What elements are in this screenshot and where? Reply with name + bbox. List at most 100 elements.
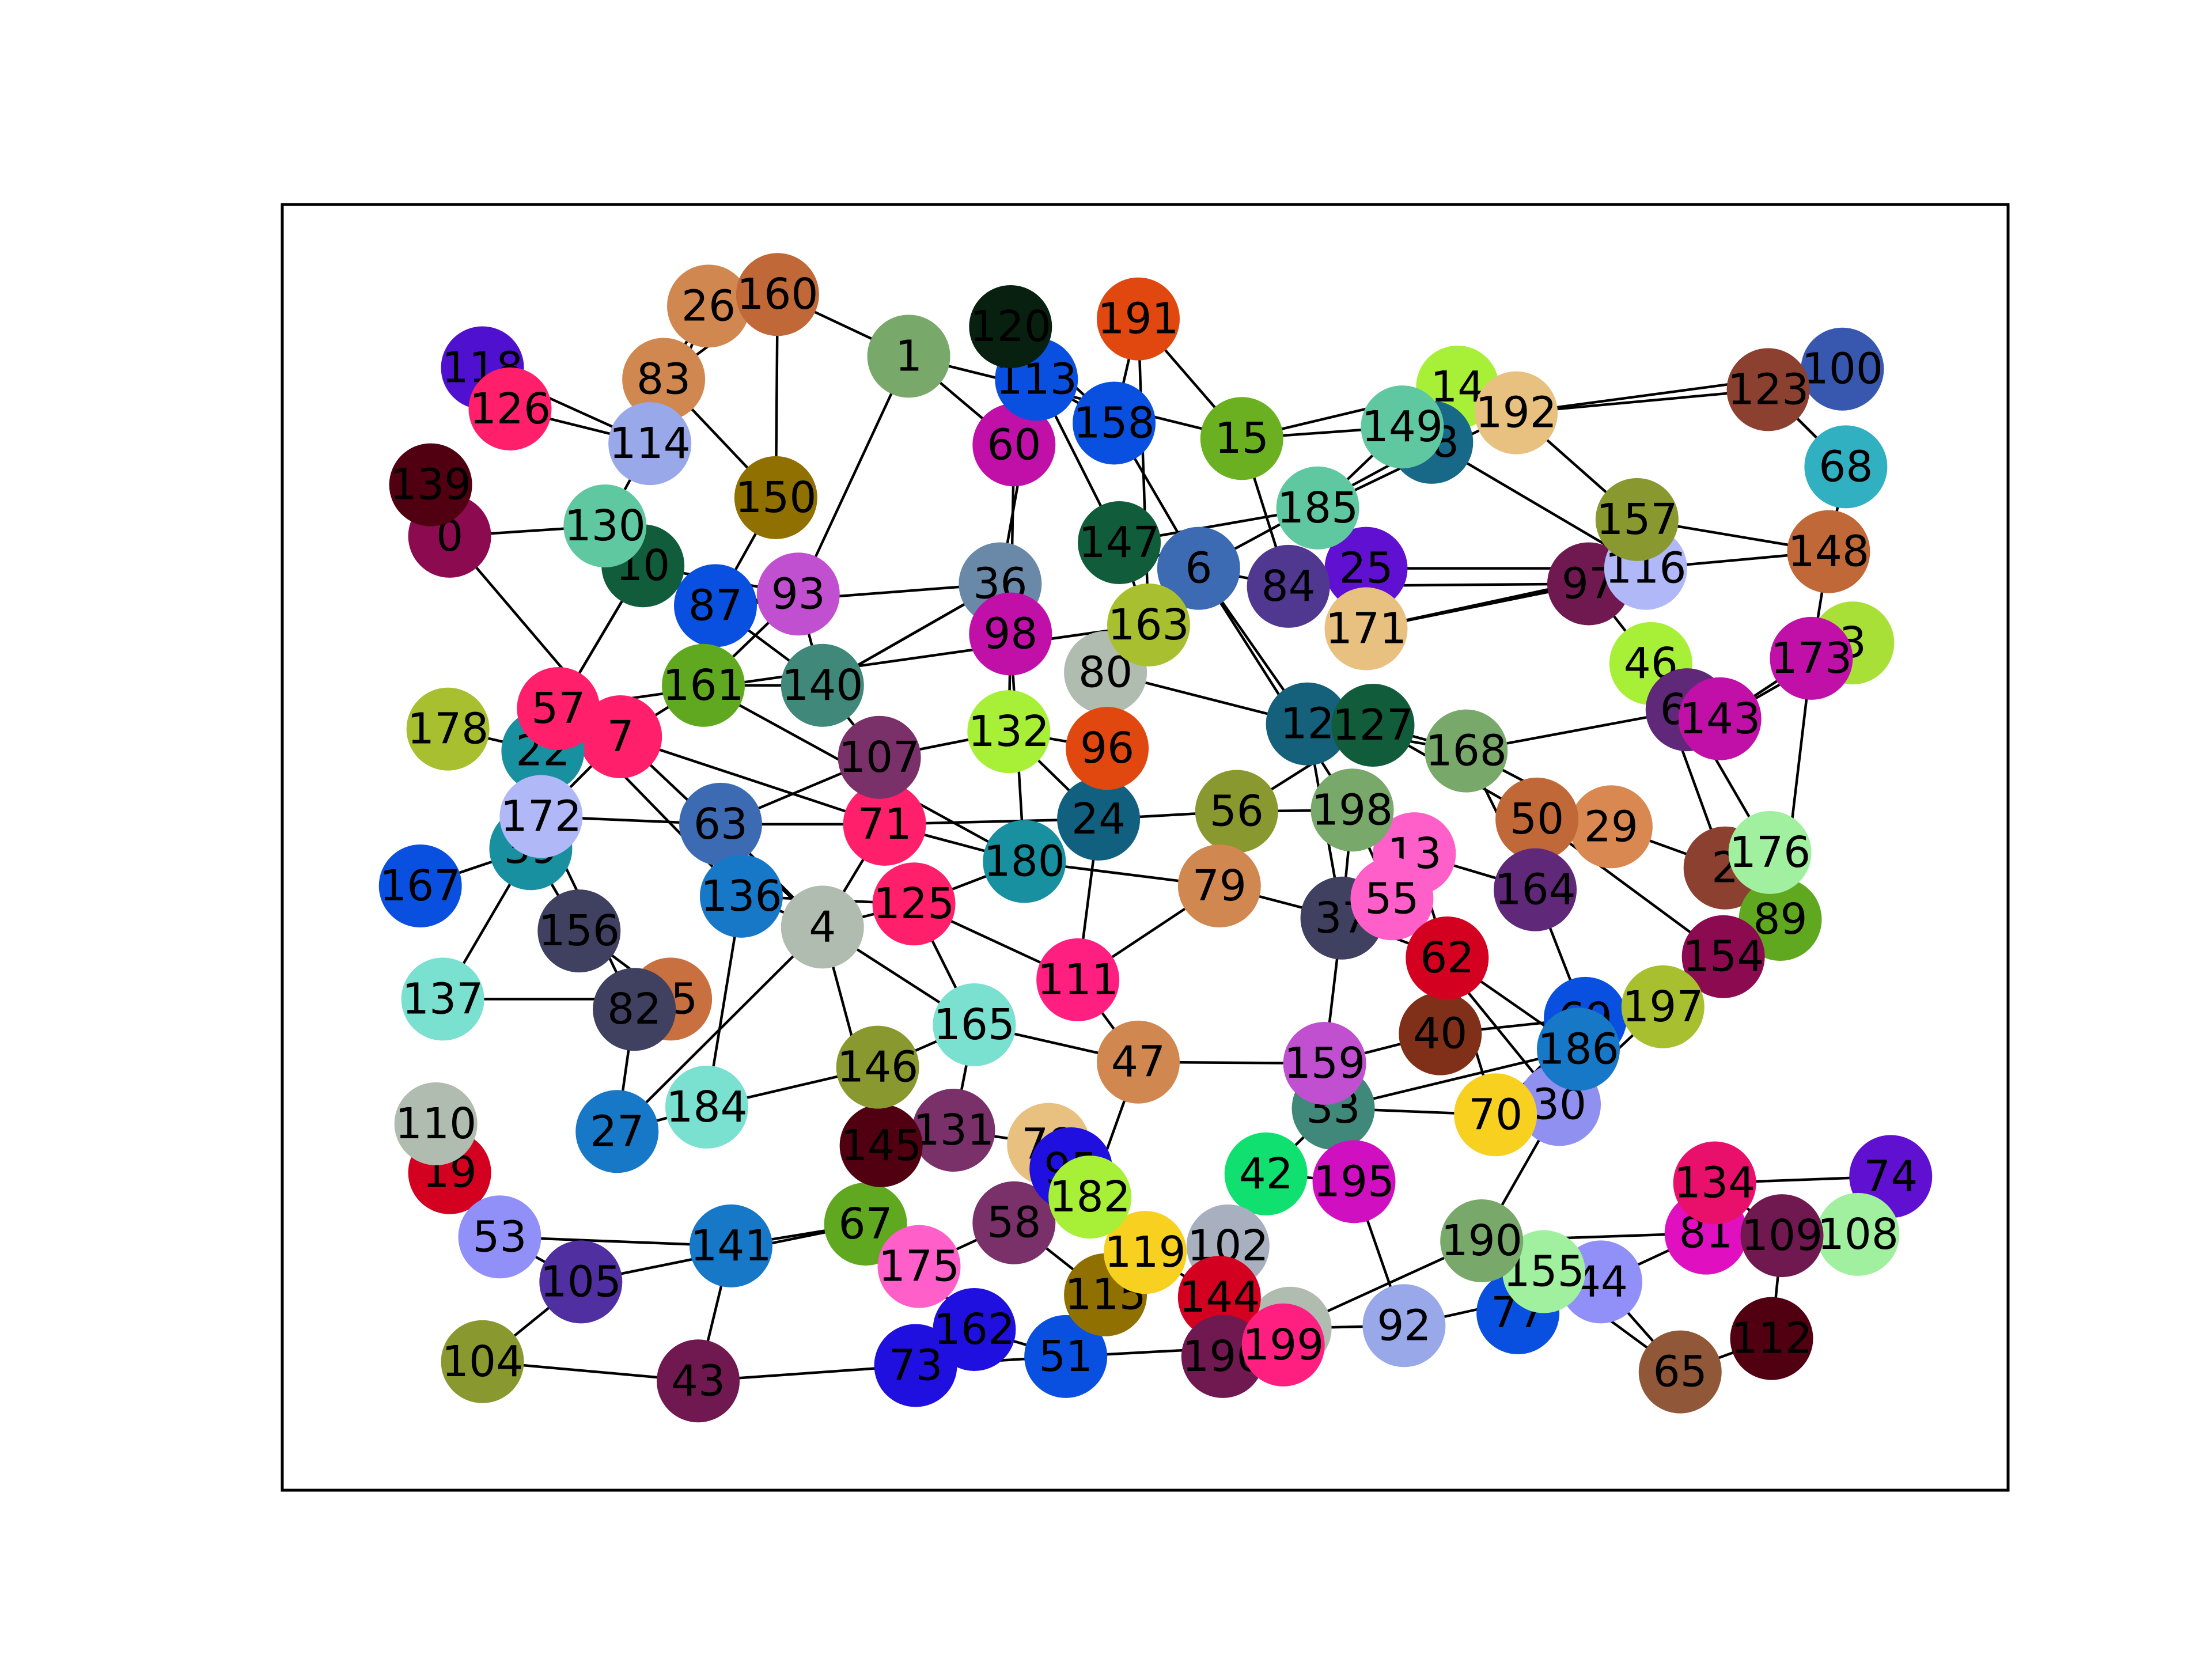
node-circle-60 bbox=[972, 403, 1056, 487]
node-circle-198 bbox=[1310, 768, 1394, 852]
node-125: 125 bbox=[872, 862, 956, 946]
node-circle-62 bbox=[1406, 916, 1489, 999]
node-label-178: 178 bbox=[407, 704, 488, 754]
node-circle-190 bbox=[1440, 1199, 1524, 1282]
node-146: 146 bbox=[836, 1025, 919, 1109]
node-label-192: 192 bbox=[1476, 388, 1557, 438]
node-label-131: 131 bbox=[913, 1105, 994, 1155]
node-circle-180 bbox=[983, 820, 1066, 903]
node-label-143: 143 bbox=[1679, 694, 1760, 744]
node-circle-131 bbox=[912, 1089, 995, 1172]
node-131: 131 bbox=[912, 1089, 995, 1172]
node-173: 173 bbox=[1770, 616, 1853, 700]
node-circle-50 bbox=[1495, 777, 1579, 861]
node-label-126: 126 bbox=[469, 384, 551, 434]
node-circle-192 bbox=[1475, 371, 1558, 454]
node-154: 154 bbox=[1681, 915, 1765, 998]
node-label-96: 96 bbox=[1080, 724, 1134, 773]
node-label-198: 198 bbox=[1312, 785, 1393, 835]
node-label-123: 123 bbox=[1728, 365, 1809, 414]
node-circle-25 bbox=[1324, 527, 1408, 610]
node-198: 198 bbox=[1310, 768, 1394, 852]
node-63: 63 bbox=[679, 782, 762, 866]
node-circle-108 bbox=[1816, 1192, 1900, 1276]
node-circle-15 bbox=[1200, 397, 1283, 480]
node-109: 109 bbox=[1740, 1194, 1824, 1278]
node-label-109: 109 bbox=[1741, 1211, 1823, 1260]
node-label-40: 40 bbox=[1413, 1009, 1467, 1059]
node-93: 93 bbox=[756, 552, 840, 636]
node-circle-137 bbox=[401, 957, 484, 1041]
node-circle-123 bbox=[1726, 348, 1810, 431]
node-label-171: 171 bbox=[1325, 604, 1407, 654]
node-label-140: 140 bbox=[782, 661, 863, 710]
node-label-191: 191 bbox=[1097, 294, 1179, 344]
node-circle-159 bbox=[1283, 1021, 1366, 1105]
node-71: 71 bbox=[843, 782, 926, 866]
edge-6-198 bbox=[1197, 567, 1354, 811]
node-circle-7 bbox=[579, 695, 662, 779]
node-circle-176 bbox=[1728, 810, 1812, 894]
node-157: 157 bbox=[1595, 478, 1679, 561]
node-134: 134 bbox=[1673, 1141, 1756, 1225]
node-label-29: 29 bbox=[1584, 802, 1638, 851]
node-circle-100 bbox=[1801, 327, 1884, 411]
node-circle-191 bbox=[1097, 277, 1180, 361]
node-51: 51 bbox=[1024, 1315, 1108, 1398]
node-label-149: 149 bbox=[1362, 402, 1443, 452]
node-circle-24 bbox=[1057, 777, 1141, 861]
node-label-167: 167 bbox=[380, 861, 461, 911]
node-82: 82 bbox=[593, 968, 676, 1051]
node-100: 100 bbox=[1801, 327, 1884, 411]
node-label-157: 157 bbox=[1596, 495, 1677, 544]
node-circle-149 bbox=[1361, 385, 1444, 469]
node-label-70: 70 bbox=[1468, 1090, 1522, 1139]
node-label-68: 68 bbox=[1819, 442, 1873, 491]
node-circle-105 bbox=[539, 1240, 623, 1324]
node-circle-162 bbox=[933, 1288, 1016, 1371]
node-label-105: 105 bbox=[540, 1257, 622, 1306]
node-119: 119 bbox=[1104, 1211, 1187, 1294]
node-circle-164 bbox=[1494, 848, 1577, 931]
node-label-25: 25 bbox=[1339, 544, 1393, 593]
node-label-199: 199 bbox=[1243, 1320, 1324, 1370]
node-192: 192 bbox=[1475, 371, 1558, 454]
node-label-160: 160 bbox=[737, 270, 818, 319]
node-label-60: 60 bbox=[987, 420, 1041, 469]
node-148: 148 bbox=[1787, 510, 1870, 593]
node-circle-55 bbox=[1350, 857, 1434, 941]
node-130: 130 bbox=[563, 484, 647, 567]
node-label-154: 154 bbox=[1683, 932, 1764, 982]
node-label-137: 137 bbox=[402, 974, 483, 1024]
node-label-57: 57 bbox=[531, 684, 585, 733]
node-circle-172 bbox=[499, 775, 583, 858]
node-191: 191 bbox=[1097, 277, 1180, 361]
node-label-100: 100 bbox=[1802, 344, 1883, 394]
node-144: 144 bbox=[1177, 1256, 1261, 1339]
node-147: 147 bbox=[1078, 501, 1161, 585]
node-label-89: 89 bbox=[1753, 895, 1807, 944]
node-172: 172 bbox=[499, 775, 583, 858]
edge-7-71 bbox=[620, 735, 885, 825]
node-104: 104 bbox=[441, 1320, 524, 1403]
node-58: 58 bbox=[972, 1181, 1056, 1264]
node-circle-84 bbox=[1247, 544, 1330, 628]
node-circle-57 bbox=[517, 666, 600, 750]
node-label-24: 24 bbox=[1071, 794, 1126, 844]
node-98: 98 bbox=[969, 592, 1052, 676]
node-circle-157 bbox=[1595, 478, 1679, 561]
node-circle-185 bbox=[1276, 466, 1359, 550]
node-145: 145 bbox=[839, 1104, 923, 1187]
node-83: 83 bbox=[622, 338, 706, 421]
node-label-139: 139 bbox=[390, 460, 471, 510]
node-184: 184 bbox=[665, 1065, 749, 1149]
node-label-180: 180 bbox=[984, 837, 1065, 887]
node-label-158: 158 bbox=[1073, 398, 1154, 448]
node-label-67: 67 bbox=[839, 1199, 893, 1249]
node-circle-161 bbox=[662, 643, 745, 727]
node-label-136: 136 bbox=[700, 872, 782, 921]
node-163: 163 bbox=[1107, 583, 1190, 666]
node-circle-42 bbox=[1224, 1132, 1308, 1215]
node-circle-156 bbox=[537, 889, 621, 973]
